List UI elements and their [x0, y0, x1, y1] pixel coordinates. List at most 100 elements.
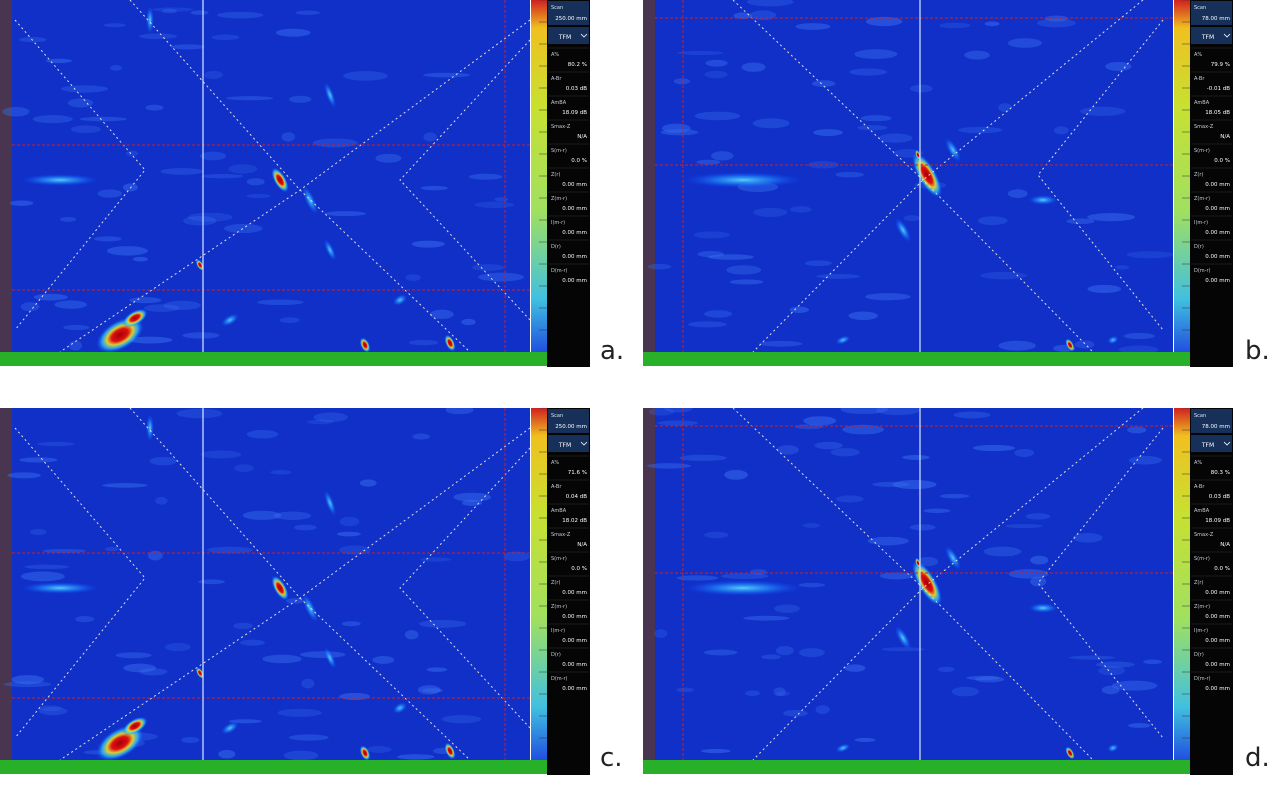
texture — [60, 85, 109, 93]
reading-value: 0.00 mm — [1205, 614, 1230, 620]
texture — [123, 663, 157, 673]
texture — [170, 44, 205, 50]
texture — [1036, 18, 1076, 28]
reading-value: 0.00 mm — [562, 206, 587, 212]
texture — [70, 125, 101, 134]
texture — [701, 748, 731, 754]
ruler — [0, 0, 12, 352]
texture — [957, 126, 1003, 134]
reading-value: 0.00 mm — [562, 278, 587, 284]
reading-name: S(m-r) — [1194, 148, 1210, 154]
texture — [165, 642, 191, 652]
texture — [972, 444, 1016, 452]
texture — [776, 645, 794, 656]
echo — [1107, 743, 1119, 753]
texture — [228, 164, 258, 174]
texture — [1074, 340, 1095, 349]
scan-box — [548, 1, 589, 25]
texture — [679, 454, 727, 462]
texture — [807, 161, 839, 169]
texture — [789, 306, 809, 313]
mode-dropdown[interactable] — [548, 435, 589, 452]
texture — [804, 260, 832, 267]
texture — [1072, 533, 1103, 543]
reading-name: D(m-r) — [551, 268, 568, 274]
texture — [1115, 265, 1130, 270]
texture — [892, 480, 937, 490]
indication — [195, 667, 205, 679]
panel-label: d. — [1245, 743, 1270, 773]
texture — [937, 666, 955, 672]
texture — [759, 340, 803, 347]
texture — [676, 50, 724, 55]
texture — [854, 49, 898, 59]
scan-box — [548, 409, 589, 433]
texture — [206, 546, 254, 554]
texture — [753, 207, 788, 217]
echo — [1107, 335, 1119, 345]
echo — [683, 580, 803, 596]
texture — [375, 153, 402, 163]
side-panel — [547, 0, 590, 367]
texture — [211, 34, 240, 41]
reading-value: 0.04 dB — [566, 494, 587, 500]
mode-dropdown[interactable] — [1191, 435, 1232, 452]
dropdown-arrow — [580, 33, 588, 38]
texture — [102, 483, 148, 488]
mode-value: TFM — [558, 34, 571, 41]
texture — [149, 456, 177, 466]
texture — [423, 132, 437, 142]
texture — [420, 185, 448, 191]
texture — [295, 10, 321, 15]
texture — [225, 96, 274, 101]
texture — [830, 448, 860, 457]
texture — [75, 615, 95, 623]
texture — [694, 111, 741, 121]
texture — [687, 321, 727, 328]
scan-image — [12, 408, 530, 760]
echo — [894, 217, 912, 243]
texture — [288, 734, 329, 741]
texture — [299, 651, 346, 658]
texture — [646, 463, 692, 469]
texture — [312, 138, 358, 148]
texture — [860, 115, 892, 122]
texture — [983, 546, 1022, 557]
texture — [849, 68, 888, 76]
texture — [187, 212, 233, 222]
reading-name: Z(r) — [1194, 580, 1203, 586]
texture — [704, 310, 733, 318]
texture — [705, 59, 728, 67]
texture — [183, 216, 217, 226]
mode-value: TFM — [1201, 34, 1214, 41]
texture — [1068, 655, 1116, 660]
echo — [20, 582, 100, 594]
texture — [151, 7, 194, 12]
texture — [423, 72, 471, 78]
echo — [392, 294, 408, 306]
texture — [1044, 15, 1069, 22]
texture — [707, 254, 755, 260]
mode-dropdown[interactable] — [1191, 27, 1232, 44]
texture — [1118, 345, 1159, 354]
texture — [964, 50, 990, 60]
texture — [703, 649, 738, 656]
panel-label: b. — [1245, 336, 1270, 366]
texture — [729, 279, 764, 285]
texture — [902, 454, 930, 460]
reading-value: 80.2 % — [568, 62, 587, 68]
texture — [19, 457, 58, 463]
texture — [45, 58, 73, 63]
scan-value: 78.00 mm — [1202, 16, 1230, 22]
texture — [881, 647, 925, 652]
mode-dropdown[interactable] — [548, 27, 589, 44]
reading-name: Z(m-r) — [551, 196, 567, 202]
reading-value: 0.0 % — [1214, 158, 1230, 164]
reading-value: 0.00 mm — [562, 686, 587, 692]
texture — [939, 22, 971, 29]
texture — [1014, 448, 1035, 458]
geometry-overlay — [752, 408, 1144, 761]
geometry-overlay — [1037, 427, 1164, 739]
reading-name: I(m-r) — [551, 220, 565, 226]
indication — [195, 259, 205, 271]
